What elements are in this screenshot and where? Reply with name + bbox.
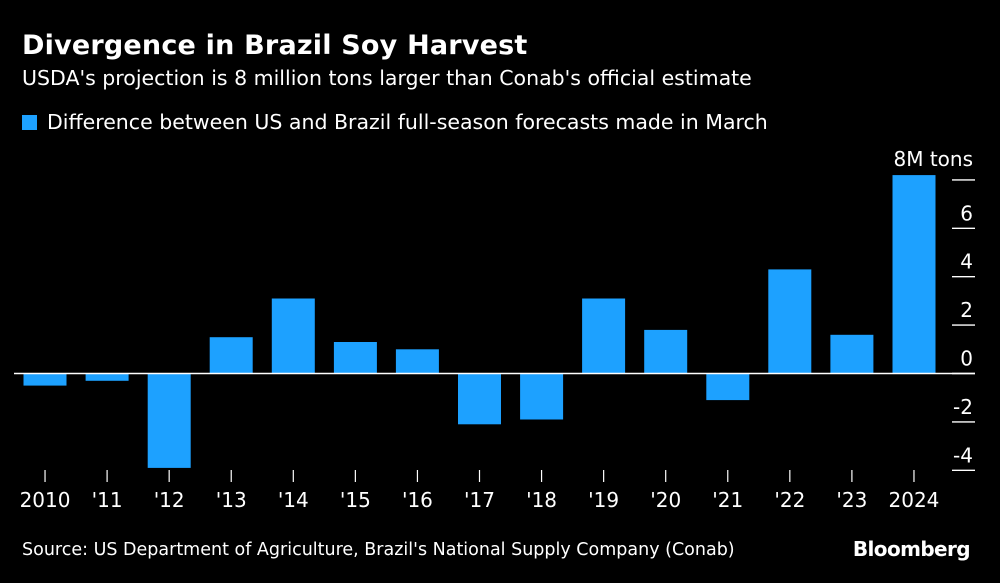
x-tick-label: '22 bbox=[774, 488, 805, 512]
bar-11 bbox=[85, 373, 129, 381]
legend-swatch bbox=[22, 114, 37, 130]
y-tick-label: 6 bbox=[960, 201, 973, 225]
legend-label: Difference between US and Brazil full-se… bbox=[47, 110, 768, 134]
bar-21 bbox=[706, 373, 750, 401]
bar-18 bbox=[520, 373, 564, 420]
bar-22 bbox=[768, 269, 812, 374]
x-tick-label: '15 bbox=[340, 488, 371, 512]
x-tick-label: '11 bbox=[92, 488, 123, 512]
x-tick-label: 2010 bbox=[20, 488, 71, 512]
bar-2010 bbox=[23, 373, 67, 386]
x-tick-label: '12 bbox=[154, 488, 185, 512]
bar-2024 bbox=[892, 175, 936, 374]
x-tick-label: '23 bbox=[836, 488, 867, 512]
bar-13 bbox=[209, 337, 253, 374]
bar-15 bbox=[333, 342, 377, 374]
x-tick-label: '21 bbox=[712, 488, 743, 512]
bar-20 bbox=[644, 329, 688, 374]
x-tick-label: '13 bbox=[216, 488, 247, 512]
bar-16 bbox=[395, 349, 439, 374]
chart-subtitle: USDA's projection is 8 million tons larg… bbox=[22, 66, 752, 90]
bar-14 bbox=[271, 298, 315, 374]
y-tick-label: -4 bbox=[953, 443, 973, 467]
x-tick-label: '14 bbox=[278, 488, 309, 512]
y-tick-label: -2 bbox=[953, 395, 973, 419]
x-tick-label: '16 bbox=[402, 488, 433, 512]
bar-19 bbox=[582, 298, 626, 374]
y-unit-label: 8M tons bbox=[893, 147, 973, 171]
bloomberg-logo: Bloomberg bbox=[852, 537, 971, 561]
x-tick-label: '18 bbox=[526, 488, 557, 512]
source-note: Source: US Department of Agriculture, Br… bbox=[22, 540, 735, 560]
x-tick-label: '20 bbox=[650, 488, 681, 512]
bar-17 bbox=[458, 373, 501, 425]
chart-title: Divergence in Brazil Soy Harvest bbox=[22, 30, 528, 61]
x-tick-label: '19 bbox=[588, 488, 619, 512]
x-tick-label: 2024 bbox=[889, 488, 940, 512]
legend: Difference between US and Brazil full-se… bbox=[22, 110, 768, 134]
bar-23 bbox=[830, 334, 874, 374]
x-tick-label: '17 bbox=[464, 488, 495, 512]
y-tick-label: 0 bbox=[960, 347, 973, 371]
y-tick-label: 2 bbox=[960, 298, 973, 322]
bar-12 bbox=[147, 373, 191, 468]
y-tick-label: 4 bbox=[960, 250, 973, 274]
